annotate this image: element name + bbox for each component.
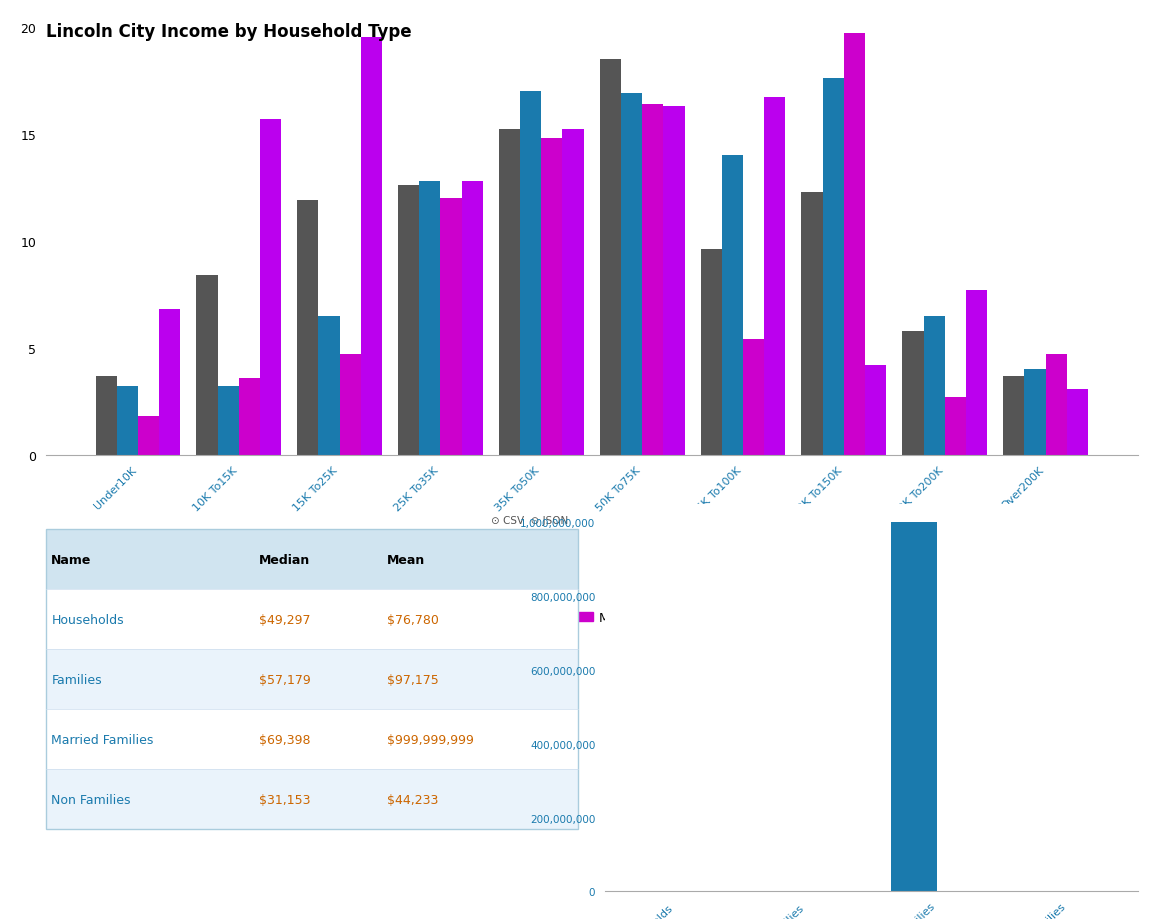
Bar bbox=[843, 34, 865, 456]
Text: $44,233: $44,233 bbox=[387, 793, 438, 806]
Text: Married Families: Married Families bbox=[52, 733, 154, 746]
Bar bbox=[1003, 376, 1025, 456]
FancyBboxPatch shape bbox=[46, 589, 578, 650]
Bar bbox=[865, 366, 886, 456]
Bar bbox=[1046, 355, 1066, 456]
FancyBboxPatch shape bbox=[46, 529, 578, 589]
Bar bbox=[138, 417, 159, 456]
Bar bbox=[159, 310, 180, 456]
Bar bbox=[600, 60, 620, 456]
Bar bbox=[419, 182, 440, 456]
Text: Mean: Mean bbox=[387, 553, 425, 566]
Bar bbox=[743, 340, 764, 456]
Bar bbox=[520, 92, 541, 456]
Text: $76,780: $76,780 bbox=[387, 613, 439, 626]
Bar bbox=[924, 316, 944, 456]
Bar bbox=[620, 94, 642, 456]
Bar bbox=[117, 387, 138, 456]
Text: $31,153: $31,153 bbox=[259, 793, 310, 806]
Text: Families: Families bbox=[52, 673, 102, 686]
Bar bbox=[722, 156, 743, 456]
Bar bbox=[701, 250, 722, 456]
Text: Non Families: Non Families bbox=[52, 793, 131, 806]
Bar bbox=[642, 105, 663, 456]
Bar bbox=[361, 39, 381, 456]
Text: Name: Name bbox=[52, 553, 92, 566]
Bar bbox=[196, 276, 217, 456]
Bar bbox=[563, 130, 584, 456]
Bar bbox=[823, 79, 843, 456]
FancyBboxPatch shape bbox=[46, 769, 578, 830]
Bar bbox=[902, 332, 924, 456]
Bar bbox=[764, 98, 786, 456]
Text: $69,398: $69,398 bbox=[259, 733, 310, 746]
Text: $97,175: $97,175 bbox=[387, 673, 439, 686]
Bar bbox=[1025, 369, 1046, 456]
Bar bbox=[217, 387, 239, 456]
Bar bbox=[340, 355, 361, 456]
Text: $999,999,999: $999,999,999 bbox=[387, 733, 473, 746]
Bar bbox=[95, 376, 117, 456]
Text: Lincoln City Income by Household Type: Lincoln City Income by Household Type bbox=[46, 23, 411, 41]
Bar bbox=[966, 290, 987, 456]
Text: $57,179: $57,179 bbox=[259, 673, 310, 686]
Bar bbox=[944, 398, 966, 456]
Text: ⊙ CSV  ⊙ JSON: ⊙ CSV ⊙ JSON bbox=[491, 516, 568, 526]
Bar bbox=[499, 130, 520, 456]
Bar bbox=[462, 182, 483, 456]
Bar bbox=[298, 201, 318, 456]
Bar bbox=[239, 379, 260, 456]
Bar bbox=[398, 186, 419, 456]
Bar bbox=[541, 139, 563, 456]
Bar bbox=[802, 192, 823, 456]
Bar bbox=[440, 199, 462, 456]
Legend: Households, Families, MarriedFamilies, NonFamilies: Households, Families, MarriedFamilies, N… bbox=[365, 606, 818, 629]
Bar bbox=[260, 119, 282, 456]
Bar bbox=[1066, 389, 1088, 456]
FancyBboxPatch shape bbox=[46, 650, 578, 709]
Bar bbox=[318, 316, 340, 456]
Bar bbox=[663, 107, 685, 456]
Text: Median: Median bbox=[259, 553, 310, 566]
Text: $49,297: $49,297 bbox=[259, 613, 310, 626]
FancyBboxPatch shape bbox=[46, 709, 578, 769]
Bar bbox=[890, 523, 936, 891]
Text: Households: Households bbox=[52, 613, 124, 626]
